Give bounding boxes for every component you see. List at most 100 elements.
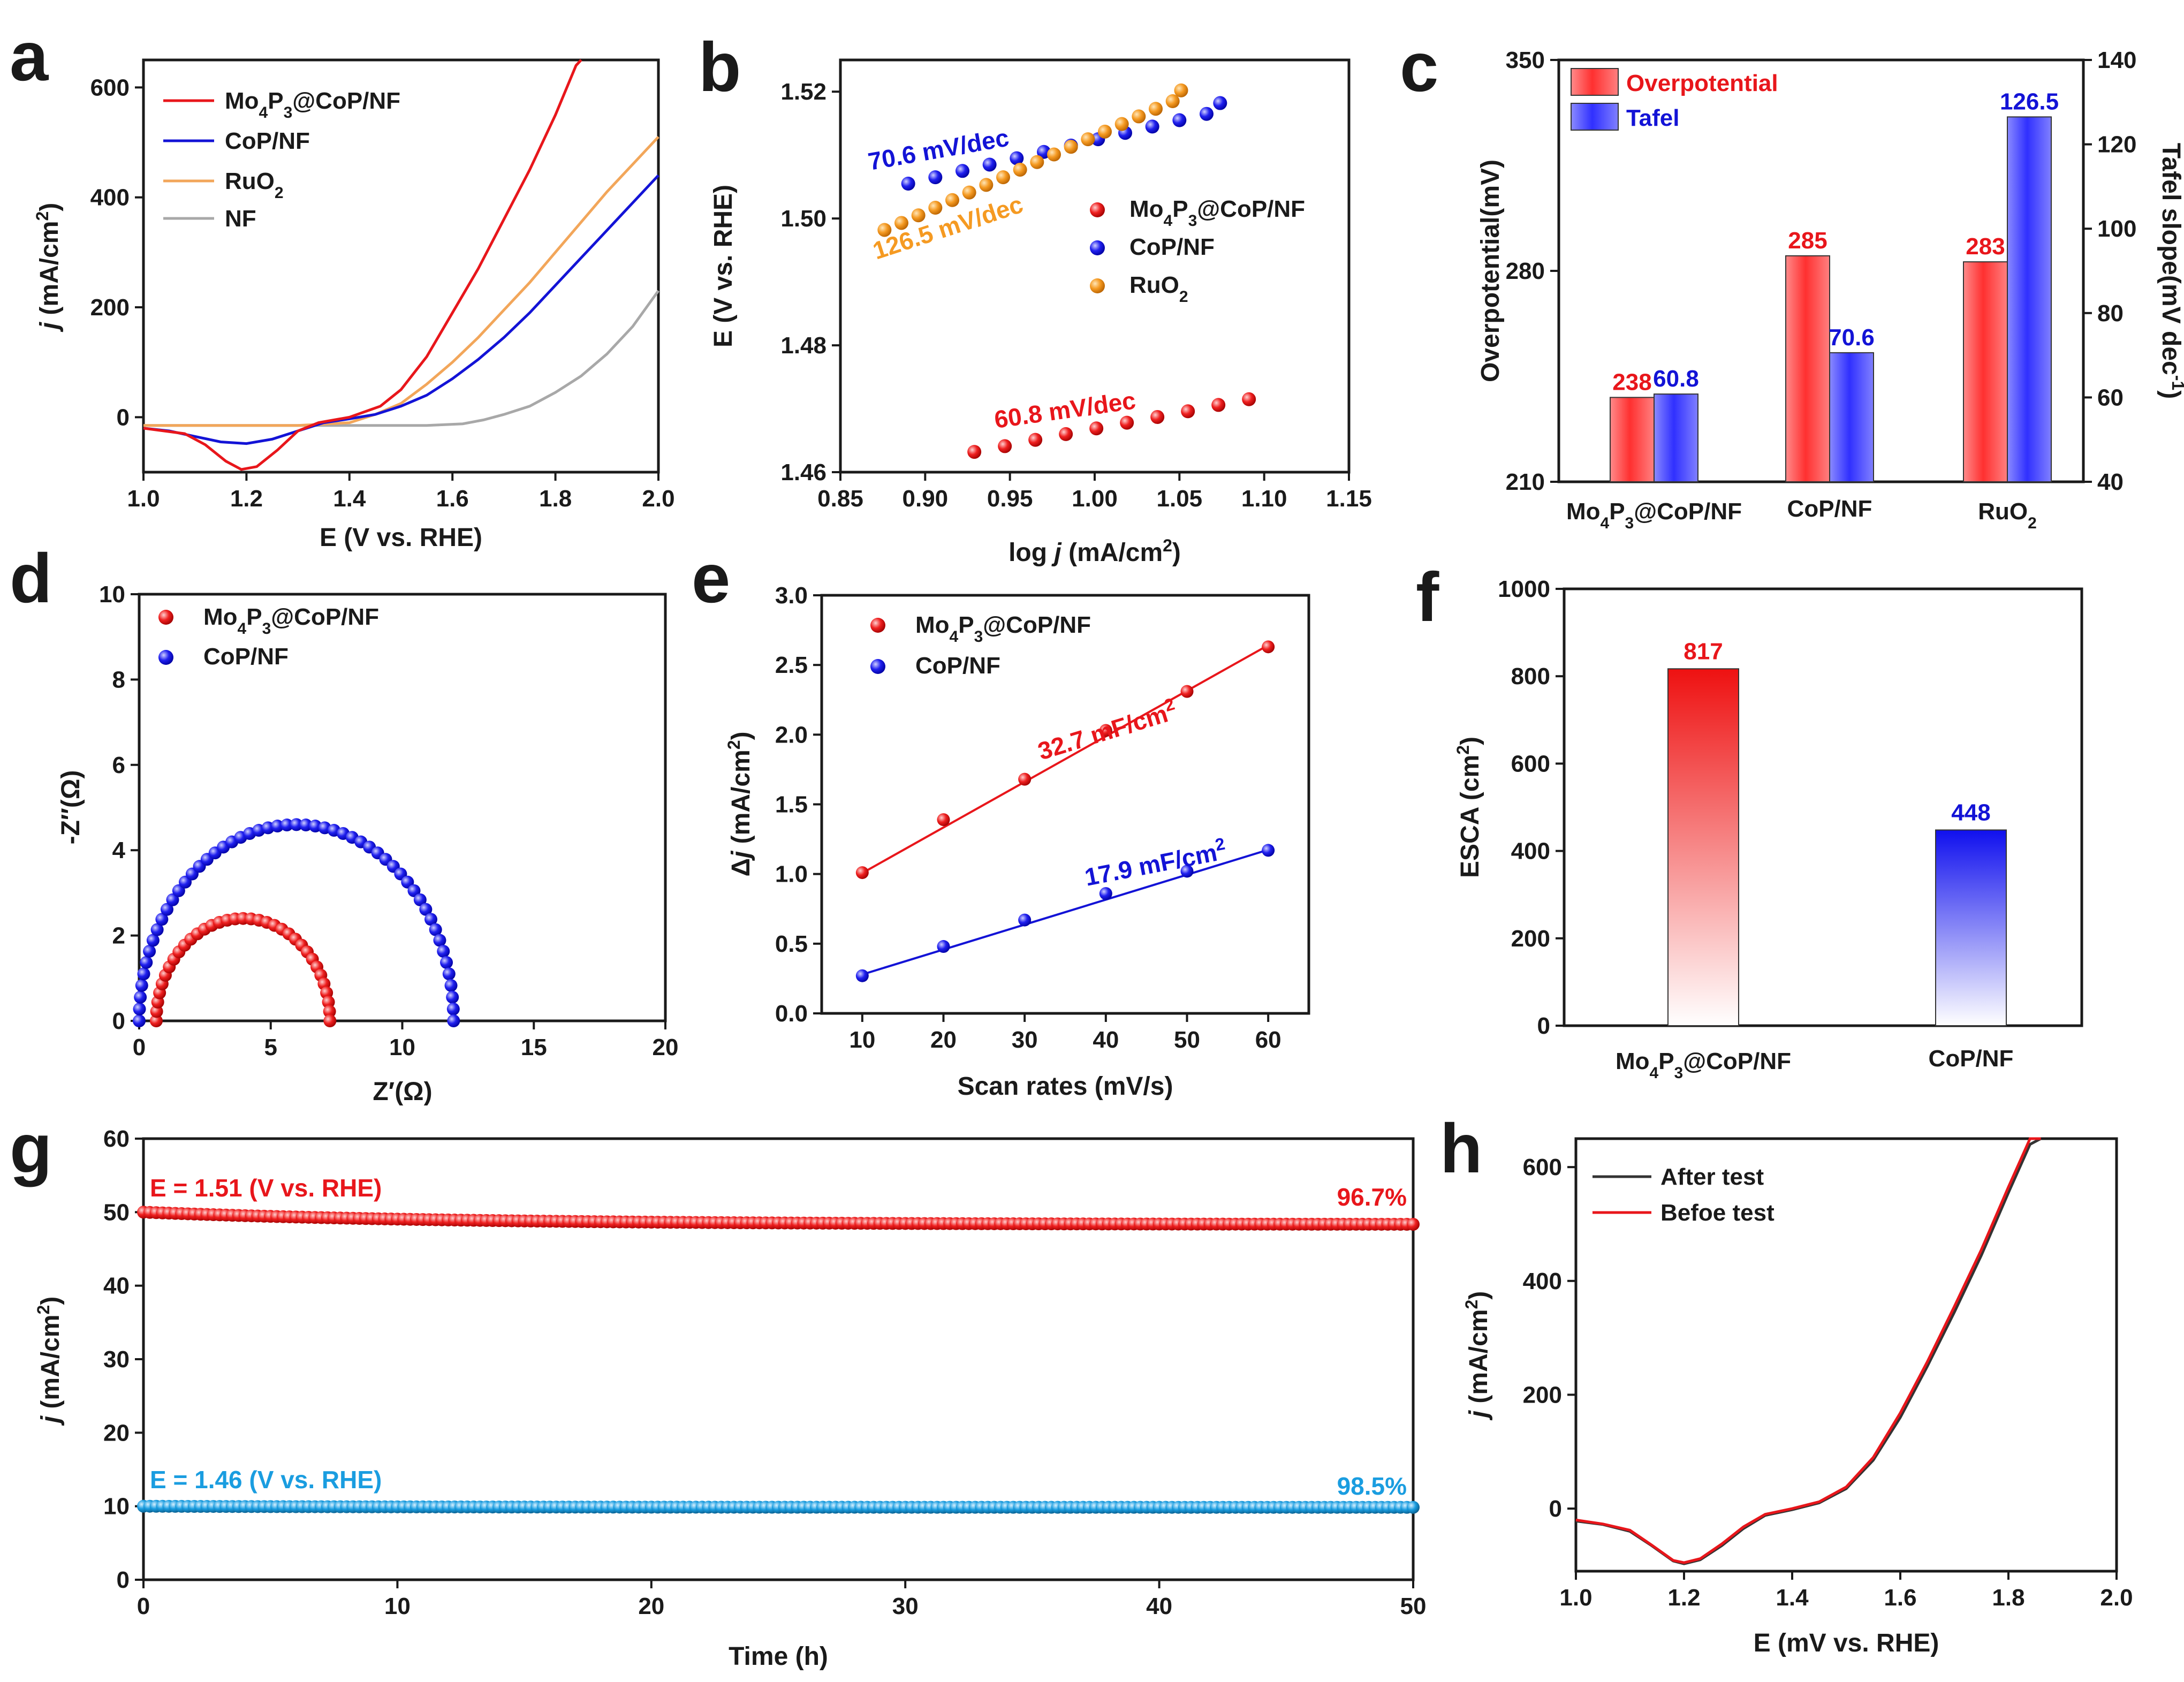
panel-g-label-151: E = 1.51 (V vs. RHE)	[150, 1174, 382, 1202]
d-ticks-ytick-label: 0	[112, 1008, 125, 1034]
g-ticks-ytick-label: 10	[103, 1494, 130, 1520]
panel-b-point-0	[1150, 410, 1165, 424]
g-ticks-ytick-label: 40	[103, 1273, 130, 1299]
panel-b-ylabel: E (V vs. RHE)	[709, 185, 738, 347]
panel-g-point-1	[1407, 1501, 1420, 1514]
panel-e-point-1	[855, 969, 869, 982]
b-ticks-xtick-label: 1.10	[1241, 486, 1287, 512]
d-ticks-xtick-label: 20	[653, 1034, 679, 1060]
panel-b-xlabel: log j (mA/cm2)	[1008, 536, 1181, 567]
e-ticks-xtick-label: 40	[1093, 1027, 1119, 1053]
legend-e-mo4p3: Mo4P3@CoP/NF	[915, 612, 1091, 646]
panel-g-retention-151: 96.7%	[1337, 1183, 1407, 1211]
panel-d-point-1	[442, 967, 456, 981]
panel-b-point-2	[1149, 102, 1163, 116]
panel-b-chart: 0.85 0.90 0.95 1.00 1.05 1.10 1.15 1.46 1.48 1.50…	[709, 58, 1372, 567]
legend-c-swatch-overpotential	[1571, 68, 1619, 96]
panel-label-g: g	[10, 1109, 52, 1187]
panel-c-category-cop: CoP/NF	[1787, 496, 1872, 522]
h-ticks-xtick-label: 1.6	[1884, 1585, 1916, 1611]
panel-e-anno-mo4p3: 32.7 mF/cm2	[1034, 694, 1180, 766]
panel-h-ylabel: j (mA/cm2)	[1462, 1291, 1493, 1421]
panel-label-b: b	[699, 28, 741, 106]
panel-h-series	[1575, 1137, 2042, 1565]
panel-e-point-0	[1262, 640, 1275, 654]
panel-b-point-1	[901, 177, 915, 191]
h-ticks-ytick-label: 600	[1523, 1154, 1562, 1180]
f-ticks-ytick-label: 400	[1511, 838, 1550, 865]
panel-b-point-2	[911, 208, 926, 223]
panel-c-bar-label-tafel: 70.6	[1829, 324, 1875, 351]
panel-b-point-0	[998, 439, 1012, 453]
panel-d-point-1	[135, 979, 148, 992]
panel-g-retention-146: 98.5%	[1337, 1472, 1407, 1500]
d-ticks-xtick-label: 0	[133, 1034, 146, 1060]
d-ticks-ytick-label: 8	[112, 666, 125, 693]
d-ticks-ytick-label: 10	[99, 581, 125, 608]
panel-a-ticks: 1.0 1.2 1.4 1.6 1.8 2.0 0 200 400 600	[90, 74, 675, 512]
panel-d-point-1	[437, 944, 450, 958]
panel-a-legend: Mo4P3@CoP/NF CoP/NF RuO2 NF	[163, 88, 400, 232]
d-ticks-xtick-label: 10	[389, 1034, 415, 1060]
panel-a-line-0	[143, 59, 582, 471]
panel-b-point-2	[945, 193, 959, 207]
panel-d-ylabel: -Z″(Ω)	[57, 770, 85, 845]
h-ticks-xtick-label: 1.2	[1667, 1585, 1700, 1611]
panel-d-point-1	[444, 979, 458, 992]
b-ticks-xtick-label: 1.05	[1157, 486, 1203, 512]
panel-e-point-1	[1180, 865, 1194, 878]
c-ticks-ytick-right-label: 40	[2097, 469, 2124, 495]
panel-c-bar-label-overpotential: 238	[1612, 369, 1651, 395]
g-ticks-ytick-label: 50	[103, 1199, 130, 1225]
h-ticks-xtick-label: 1.0	[1559, 1585, 1592, 1611]
panel-d-point-0	[322, 995, 335, 1009]
legend-b-marker-cop	[1090, 240, 1105, 255]
b-ticks-xtick-label: 0.95	[987, 486, 1033, 512]
b-ticks-xtick-label: 1.00	[1072, 486, 1118, 512]
panel-b-point-0	[1028, 433, 1043, 447]
panel-d-point-1	[160, 903, 173, 916]
legend-e-cop: CoP/NF	[915, 653, 1000, 679]
panel-b-point-2	[1132, 109, 1146, 124]
b-ticks-xtick-label: 0.90	[903, 486, 949, 512]
panel-d-point-1	[290, 818, 303, 831]
g-ticks-xtick-label: 10	[384, 1593, 411, 1619]
c-ticks-ytick-right-label: 120	[2097, 132, 2136, 158]
b-ticks-ytick-label: 1.52	[780, 79, 826, 105]
legend-c-tafel: Tafel	[1626, 105, 1679, 131]
panel-a-series	[143, 59, 660, 471]
panel-h-legend: After test Befoe test	[1592, 1164, 1774, 1226]
panel-d-point-1	[429, 923, 442, 936]
panel-c-bars: 238 60.8 285 70.6 283 126.5	[1610, 88, 2059, 483]
d-ticks-ytick-label: 4	[112, 837, 126, 863]
panel-b-point-2	[962, 185, 976, 200]
d-ticks-xtick-label: 15	[521, 1034, 547, 1060]
panel-e-point-0	[855, 866, 869, 880]
panel-f-category-mo4p3: Mo4P3@CoP/NF	[1616, 1048, 1791, 1082]
panel-g-series	[137, 1206, 1420, 1514]
legend-c-swatch-tafel	[1571, 103, 1619, 131]
e-ticks-ytick-label: 1.0	[775, 861, 808, 888]
panel-b-point-2	[1047, 147, 1061, 162]
panel-c-bar-tafel	[1829, 352, 1874, 483]
c-ticks-ytick-right-label: 100	[2097, 216, 2136, 242]
panel-b-point-2	[996, 170, 1010, 185]
g-ticks-xtick-label: 50	[1400, 1593, 1427, 1619]
panel-label-e: e	[692, 539, 730, 617]
panel-b-point-2	[1013, 162, 1027, 177]
legend-b-mo4p3: Mo4P3@CoP/NF	[1129, 196, 1305, 230]
legend-a-cop: CoP/NF	[225, 128, 310, 154]
panel-d-point-1	[134, 990, 147, 1004]
c-ticks-ytick-right-label: 80	[2097, 300, 2124, 327]
g-ticks-ytick-label: 60	[103, 1126, 130, 1152]
panel-d-point-1	[137, 967, 150, 981]
panel-c-bar-label-tafel: 126.5	[2000, 88, 2059, 115]
panel-b-point-1	[928, 170, 943, 185]
panel-b-point-1	[982, 157, 997, 172]
panel-label-f: f	[1416, 558, 1439, 636]
panel-d-point-1	[440, 956, 453, 969]
panel-b-point-1	[1010, 151, 1024, 165]
a-ticks-ytick-label: 600	[90, 74, 130, 101]
panel-b-point-1	[1200, 107, 1214, 121]
g-ticks-xtick-label: 30	[892, 1593, 919, 1619]
